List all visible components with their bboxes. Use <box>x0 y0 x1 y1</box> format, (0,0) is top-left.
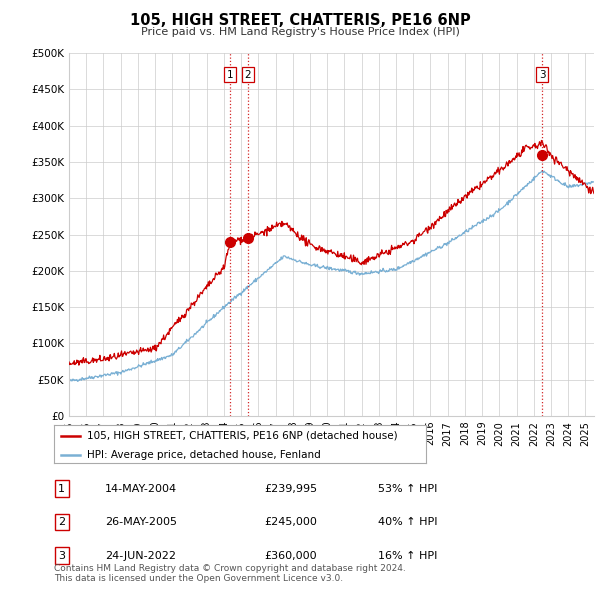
Text: Price paid vs. HM Land Registry's House Price Index (HPI): Price paid vs. HM Land Registry's House … <box>140 28 460 37</box>
Text: 24-JUN-2022: 24-JUN-2022 <box>105 551 176 560</box>
Text: 53% ↑ HPI: 53% ↑ HPI <box>378 484 437 493</box>
Text: 1: 1 <box>58 484 65 493</box>
Text: 1: 1 <box>227 70 233 80</box>
Text: 105, HIGH STREET, CHATTERIS, PE16 6NP: 105, HIGH STREET, CHATTERIS, PE16 6NP <box>130 13 470 28</box>
Text: HPI: Average price, detached house, Fenland: HPI: Average price, detached house, Fenl… <box>88 450 321 460</box>
Text: 2: 2 <box>58 517 65 527</box>
Text: This data is licensed under the Open Government Licence v3.0.: This data is licensed under the Open Gov… <box>54 574 343 583</box>
Text: Contains HM Land Registry data © Crown copyright and database right 2024.: Contains HM Land Registry data © Crown c… <box>54 563 406 572</box>
Text: 3: 3 <box>539 70 545 80</box>
Text: 14-MAY-2004: 14-MAY-2004 <box>105 484 177 493</box>
Text: 16% ↑ HPI: 16% ↑ HPI <box>378 551 437 560</box>
Text: 26-MAY-2005: 26-MAY-2005 <box>105 517 177 527</box>
Text: £239,995: £239,995 <box>264 484 317 493</box>
Text: 40% ↑ HPI: 40% ↑ HPI <box>378 517 437 527</box>
Text: 105, HIGH STREET, CHATTERIS, PE16 6NP (detached house): 105, HIGH STREET, CHATTERIS, PE16 6NP (d… <box>88 431 398 441</box>
Text: 3: 3 <box>58 551 65 560</box>
Text: £245,000: £245,000 <box>264 517 317 527</box>
Text: £360,000: £360,000 <box>264 551 317 560</box>
Text: 2: 2 <box>245 70 251 80</box>
